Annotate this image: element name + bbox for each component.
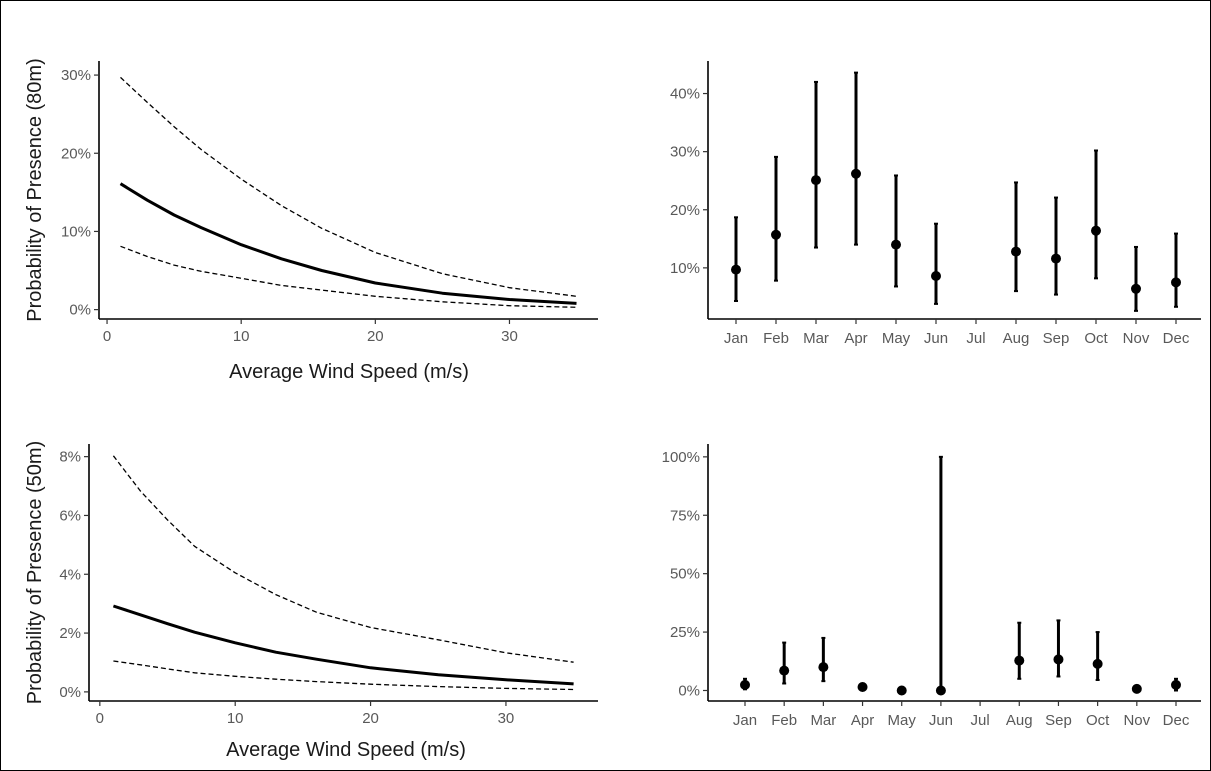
estimate-point xyxy=(851,168,861,179)
y-tick-label: 25% xyxy=(670,624,700,641)
estimate-point xyxy=(891,239,901,250)
estimate-point xyxy=(896,685,907,696)
y-tick-label: 0% xyxy=(69,302,91,319)
x-tick-label: 10 xyxy=(227,710,244,727)
y-tick-label: 30% xyxy=(670,144,700,161)
panel-month-50m: 0% 25% 50% 75% 100% Jan Feb Mar Apr May Jun Jul Aug S… xyxy=(662,444,1201,729)
y-tick-label: 0% xyxy=(59,684,81,701)
estimate-line xyxy=(112,604,574,686)
estimate-point xyxy=(731,264,741,275)
estimate-point xyxy=(1092,658,1103,669)
month-label: Jun xyxy=(929,712,953,729)
month-label: Aug xyxy=(1003,330,1030,347)
estimate-point xyxy=(1053,654,1064,665)
month-label: Feb xyxy=(763,330,789,347)
month-label: Sep xyxy=(1043,330,1070,347)
month-label: Mar xyxy=(810,712,836,729)
estimate-point xyxy=(818,662,829,673)
estimate-point xyxy=(740,679,750,690)
month-label: Jan xyxy=(733,712,757,729)
y-tick-label: 75% xyxy=(670,507,700,524)
x-tick-label: 30 xyxy=(498,710,515,727)
y-tick-label: 2% xyxy=(59,625,81,642)
estimate-point xyxy=(1011,246,1021,257)
y-axis-title: Probability of Presence (50m) xyxy=(24,441,46,704)
y-tick-label: 6% xyxy=(59,507,81,524)
y-tick-label: 0% xyxy=(678,682,700,699)
lower-ci-line xyxy=(113,660,574,691)
month-label: May xyxy=(882,330,911,347)
month-label: Oct xyxy=(1086,712,1110,729)
estimate-point xyxy=(811,175,821,186)
month-label: Dec xyxy=(1163,712,1190,729)
month-label: Sep xyxy=(1045,712,1072,729)
estimate-point xyxy=(1171,679,1181,690)
x-axis-title: Average Wind Speed (m/s) xyxy=(226,739,466,761)
x-tick-label: 30 xyxy=(501,328,518,345)
x-tick-label: 10 xyxy=(233,328,250,345)
estimate-point xyxy=(1091,225,1101,236)
month-label: Jun xyxy=(924,330,948,347)
month-label: Oct xyxy=(1084,330,1108,347)
estimate-point xyxy=(1051,253,1061,264)
y-axis-title: Probability of Presence (80m) xyxy=(24,58,46,321)
x-tick-label: 20 xyxy=(362,710,379,727)
month-label: Jul xyxy=(966,330,985,347)
month-label: Apr xyxy=(844,330,867,347)
y-tick-label: 4% xyxy=(59,566,81,583)
month-label: May xyxy=(888,712,917,729)
y-tick-label: 50% xyxy=(670,566,700,583)
x-axis-title: Average Wind Speed (m/s) xyxy=(229,361,469,383)
y-tick-label: 10% xyxy=(61,223,91,240)
estimate-point xyxy=(779,665,790,676)
upper-ci-line xyxy=(112,455,574,663)
x-tick-label: 0 xyxy=(103,328,111,345)
y-tick-label: 20% xyxy=(61,145,91,162)
estimate-line xyxy=(119,182,577,305)
estimate-point xyxy=(1171,277,1181,288)
panel-wind-80m: 0% 10% 20% 30% 0 10 20 30 Average Wind Speed (m/… xyxy=(24,58,598,383)
month-label: Nov xyxy=(1123,330,1150,347)
x-tick-label: 0 xyxy=(96,710,104,727)
month-label: Mar xyxy=(803,330,829,347)
estimate-point xyxy=(931,271,941,281)
month-label: Feb xyxy=(771,712,797,729)
estimate-point xyxy=(1131,283,1141,294)
estimate-point xyxy=(935,685,946,696)
panel-month-80m: 10% 20% 30% 40% Jan Feb Mar Apr May Jun Jul Aug Sep O… xyxy=(670,61,1201,347)
y-tick-label: 20% xyxy=(670,202,700,219)
estimate-point xyxy=(771,229,781,240)
y-tick-label: 8% xyxy=(59,449,81,466)
month-label: Jul xyxy=(970,712,989,729)
month-label: Nov xyxy=(1123,712,1150,729)
x-tick-label: 20 xyxy=(367,328,384,345)
upper-ci-line xyxy=(120,76,577,297)
y-tick-label: 30% xyxy=(61,67,91,84)
y-tick-label: 100% xyxy=(662,449,700,466)
month-label: Dec xyxy=(1163,330,1190,347)
y-tick-label: 10% xyxy=(670,260,700,277)
estimate-point xyxy=(1014,655,1025,666)
estimate-point xyxy=(857,681,868,692)
y-tick-label: 40% xyxy=(670,86,700,103)
panel-wind-50m: 0% 2% 4% 6% 8% 0 10 20 30 Average Wind Speed (m/s… xyxy=(24,441,598,761)
month-label: Jan xyxy=(724,330,748,347)
month-label: Apr xyxy=(851,712,874,729)
estimate-point xyxy=(1131,683,1142,694)
month-label: Aug xyxy=(1006,712,1033,729)
